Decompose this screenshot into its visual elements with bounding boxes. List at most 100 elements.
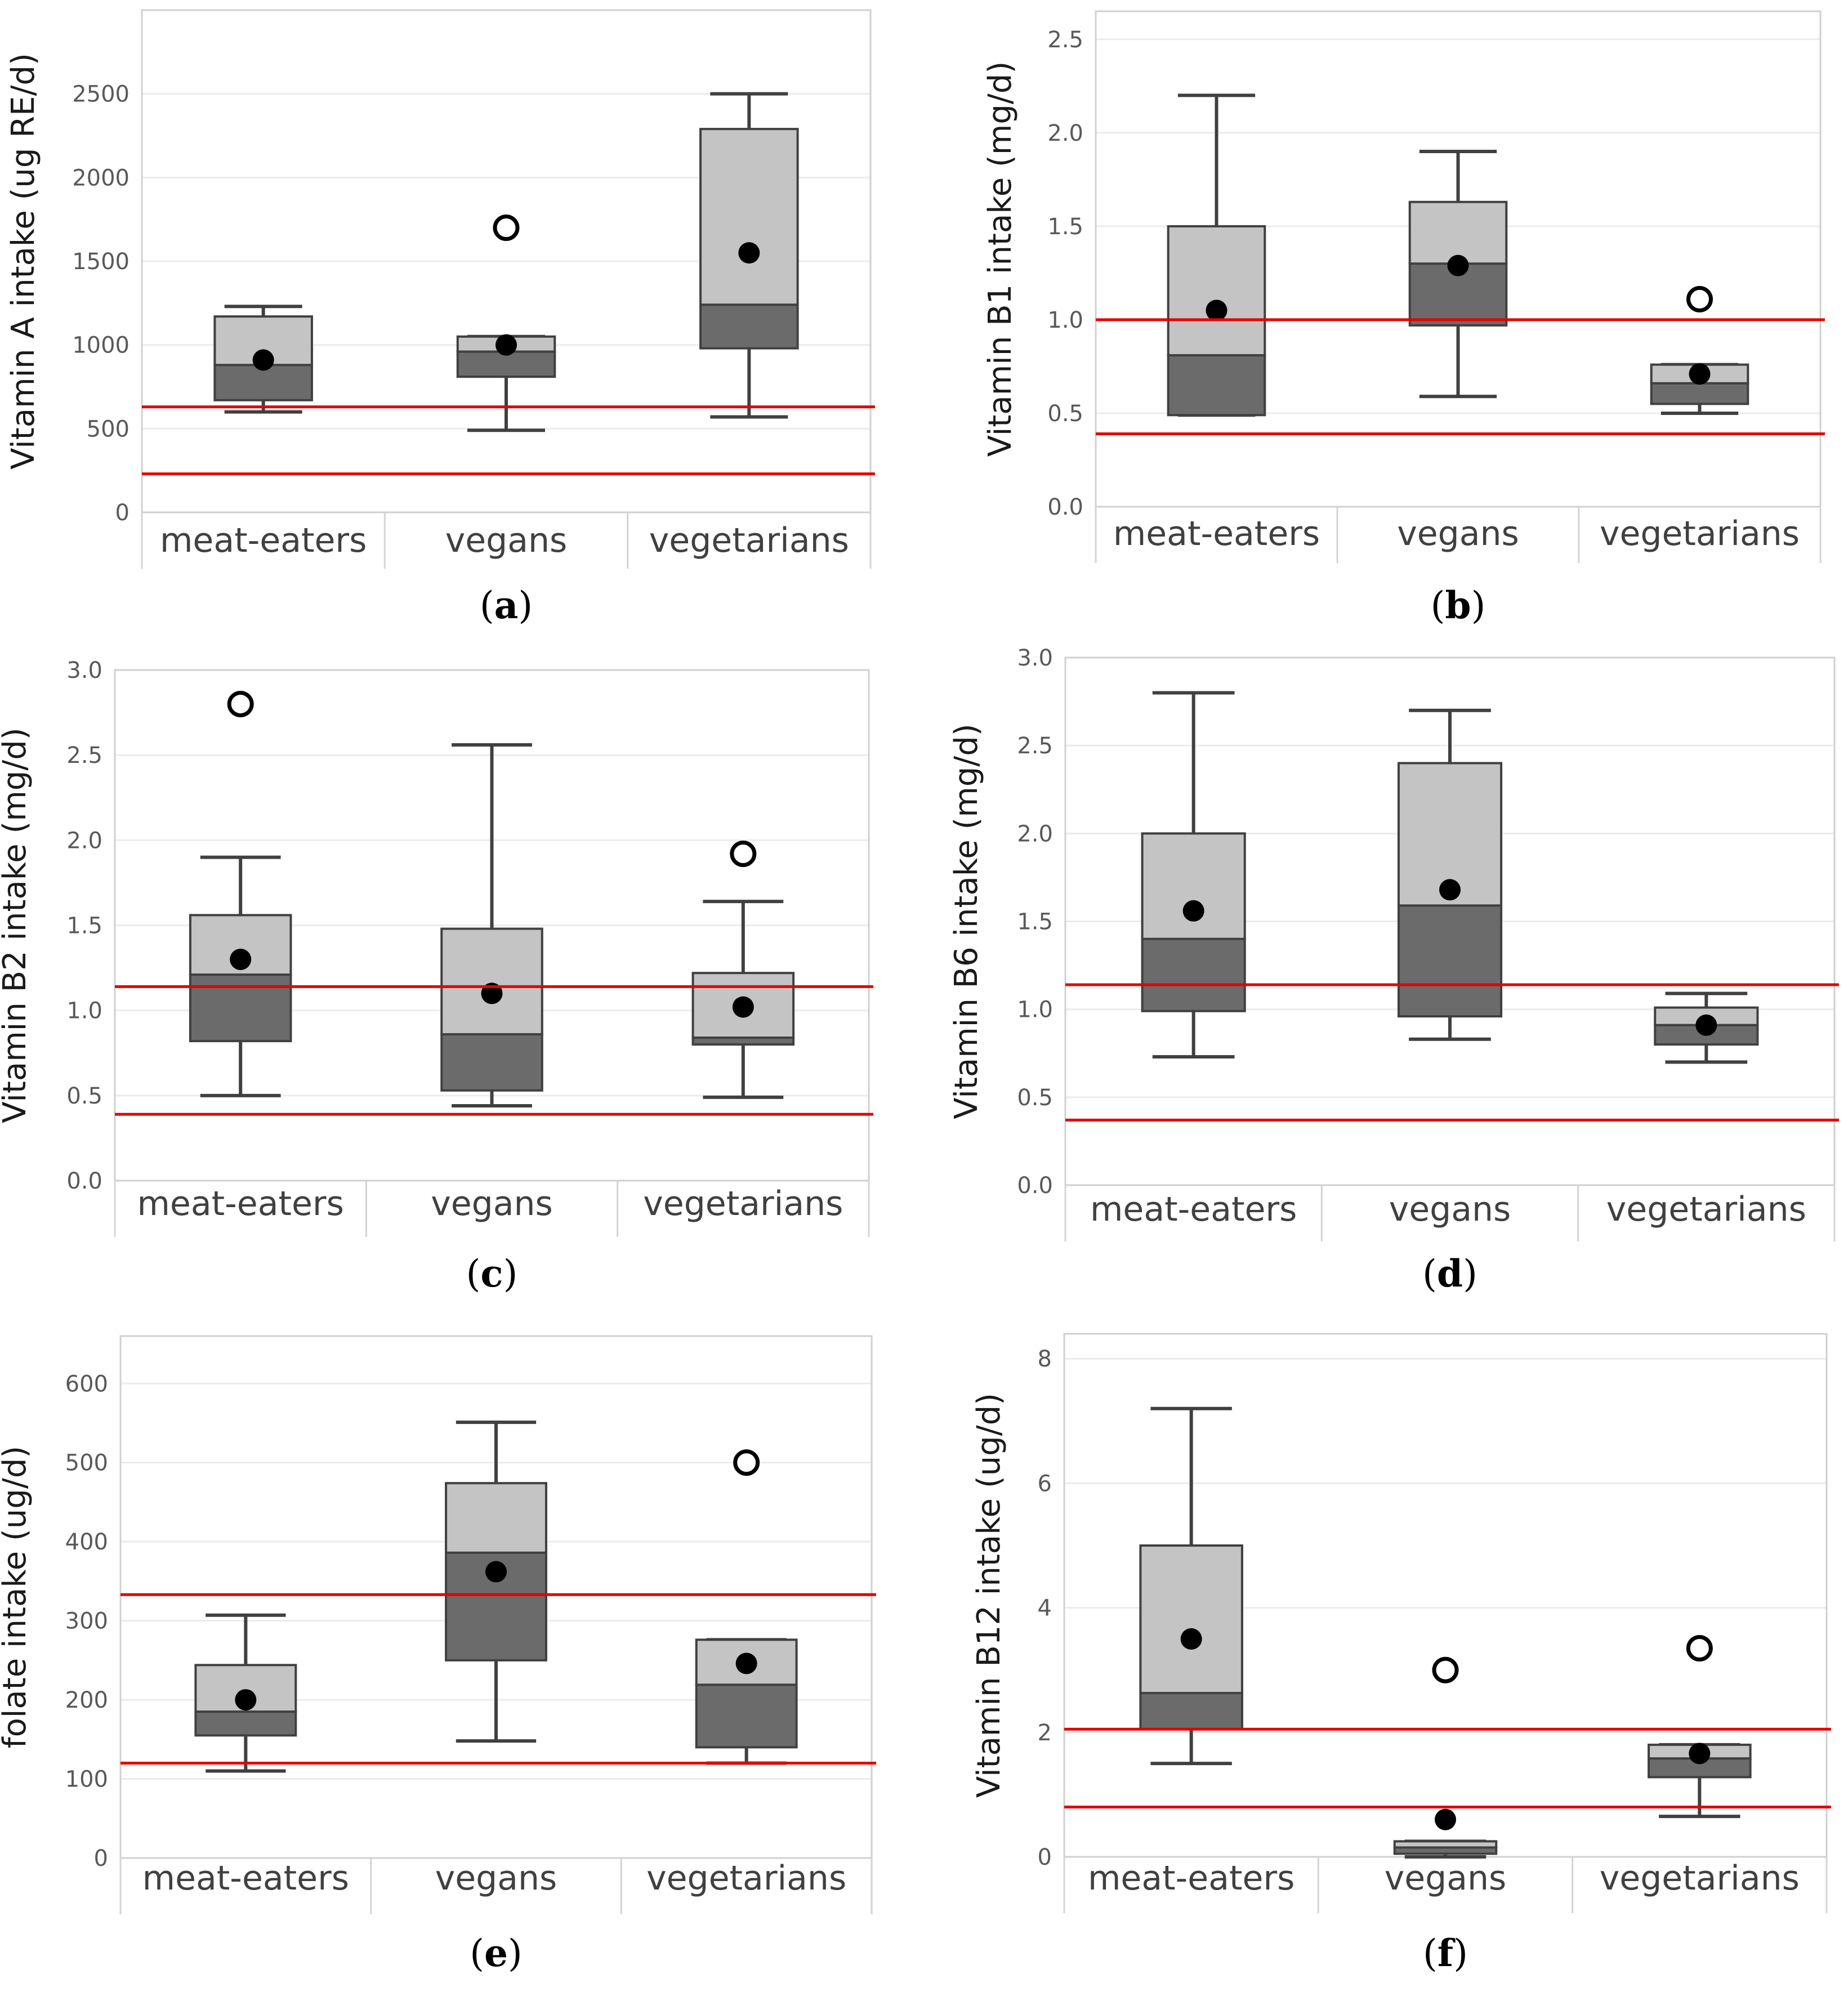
category-label: meat-eaters — [1090, 1190, 1297, 1229]
box-meat-eaters — [1139, 1406, 1243, 1766]
y-tick-label: 200 — [65, 1687, 108, 1713]
box-lower-quartile — [213, 364, 313, 401]
box-lower-quartile — [1650, 382, 1749, 405]
mean-marker — [1180, 1628, 1202, 1650]
category-label: vegetarians — [1600, 1859, 1800, 1898]
box-upper-quartile — [1139, 1544, 1243, 1695]
y-tick-label: 1.5 — [66, 913, 102, 939]
box-meat-eaters — [189, 690, 292, 1097]
y-tick-label: 2000 — [72, 165, 130, 191]
panel-label: (e) — [470, 1931, 523, 1975]
chart-panel-f: 0 2 4 6 8 meat-eaters vegans vegetarians Vitamin… — [971, 1333, 1831, 1975]
y-axis-title: Vitamin A intake (ug RE/d) — [5, 53, 42, 470]
box-vegans — [440, 743, 543, 1107]
category-label: meat-eaters — [160, 521, 367, 560]
panel-label: (f) — [1423, 1931, 1468, 1975]
outlier-marker — [730, 841, 757, 868]
y-axis-title: Vitamin B6 intake (mg/d) — [948, 723, 985, 1119]
y-tick-label: 0.0 — [1047, 494, 1083, 520]
y-axis-title: Vitamin B2 intake (mg/d) — [0, 727, 33, 1123]
box-meat-eaters — [194, 1613, 297, 1773]
category-label: vegans — [1397, 514, 1519, 553]
box-vegetarians — [699, 92, 799, 419]
box-vegans — [456, 215, 556, 432]
chart-panel-b: 0.0 0.5 1.0 1.5 2.0 2.5 meat-eaters vegans veget… — [982, 10, 1825, 627]
y-tick-label: 0 — [94, 1846, 108, 1872]
box-vegetarians — [1650, 285, 1749, 415]
box-lower-quartile — [1167, 354, 1266, 417]
y-tick-label: 0 — [115, 500, 130, 526]
category-label: meat-eaters — [1113, 514, 1320, 553]
outlier-marker — [1432, 1656, 1459, 1683]
box-lower-quartile — [456, 350, 556, 378]
mean-marker — [1447, 254, 1469, 276]
chart-panel-c: 0.0 0.5 1.0 1.5 2.0 2.5 3.0 meat-eaters vegans ve… — [0, 658, 873, 1296]
category-label: vegetarians — [1606, 1190, 1806, 1229]
panel-label: (d) — [1422, 1252, 1477, 1296]
category-label: vegans — [431, 1184, 553, 1223]
y-tick-label: 6 — [1038, 1471, 1052, 1497]
category-label: vegetarians — [649, 521, 849, 560]
box-lower-quartile — [189, 973, 292, 1043]
panel-letter: b — [1445, 583, 1471, 627]
box-upper-quartile — [1408, 200, 1508, 265]
y-tick-label: 8 — [1038, 1346, 1052, 1372]
y-tick-label: 0.0 — [66, 1168, 102, 1194]
box-lower-quartile — [1141, 937, 1246, 1012]
box-upper-quartile — [1167, 225, 1266, 357]
y-axis-title: Vitamin B12 intake (ug/d) — [971, 1393, 1007, 1798]
box-upper-quartile — [445, 1482, 547, 1554]
y-tick-label: 0.0 — [1017, 1173, 1053, 1199]
y-tick-label: 0.5 — [1047, 401, 1083, 427]
category-label: vegans — [445, 521, 568, 560]
box-lower-quartile — [1393, 1846, 1498, 1855]
y-tick-label: 500 — [87, 416, 130, 442]
mean-marker — [1689, 363, 1711, 385]
mean-marker — [1695, 1014, 1717, 1036]
plot-frame — [114, 669, 870, 1182]
plot-frame — [119, 1335, 873, 1859]
box-lower-quartile — [691, 1037, 795, 1046]
mean-marker — [1439, 879, 1461, 901]
y-tick-label: 2 — [1038, 1720, 1052, 1746]
y-tick-label: 1500 — [72, 249, 130, 275]
plot-frame — [141, 9, 872, 513]
y-axis-title: folate intake (ug/d) — [0, 1446, 33, 1748]
box-upper-quartile — [194, 1664, 297, 1713]
mean-marker — [732, 996, 754, 1018]
y-tick-label: 2.5 — [1017, 733, 1053, 759]
chart-panel-d: 0.0 0.5 1.0 1.5 2.0 2.5 3.0 meat-eaters vegans ve… — [948, 645, 1839, 1296]
mean-marker — [1435, 1808, 1456, 1830]
mean-marker — [481, 982, 503, 1004]
y-tick-label: 4 — [1038, 1596, 1052, 1622]
y-axis-title: Vitamin B1 intake (mg/d) — [982, 61, 1019, 457]
box-lower-quartile — [1397, 904, 1503, 1018]
y-tick-label: 400 — [65, 1529, 108, 1555]
y-tick-label: 1.0 — [1047, 307, 1083, 333]
y-tick-label: 2.0 — [1047, 120, 1083, 146]
chart-panel-e: 0 100 200 300 400 500 600 meat-eaters vegans vege… — [0, 1335, 876, 1975]
box-vegetarians — [1654, 991, 1759, 1064]
y-tick-label: 300 — [65, 1609, 108, 1634]
outlier-marker — [733, 1449, 760, 1476]
category-label: vegetarians — [646, 1859, 846, 1898]
y-tick-label: 0 — [1038, 1844, 1052, 1870]
box-upper-quartile — [1141, 832, 1246, 940]
y-tick-label: 2500 — [72, 82, 130, 108]
y-tick-label: 100 — [65, 1767, 108, 1793]
panel-label: (c) — [466, 1252, 518, 1296]
y-tick-label: 2.5 — [1047, 27, 1083, 53]
y-tick-label: 1000 — [72, 333, 130, 359]
box-upper-quartile — [699, 128, 799, 306]
y-tick-label: 0.5 — [1017, 1085, 1053, 1111]
mean-marker — [485, 1561, 507, 1583]
panel-letter: f — [1438, 1931, 1456, 1975]
outlier-marker — [1686, 1635, 1713, 1662]
category-label: meat-eaters — [142, 1859, 349, 1898]
box-upper-quartile — [691, 972, 795, 1039]
mean-marker — [1182, 900, 1204, 922]
panel-label: (b) — [1431, 583, 1486, 627]
box-lower-quartile — [440, 1033, 543, 1092]
